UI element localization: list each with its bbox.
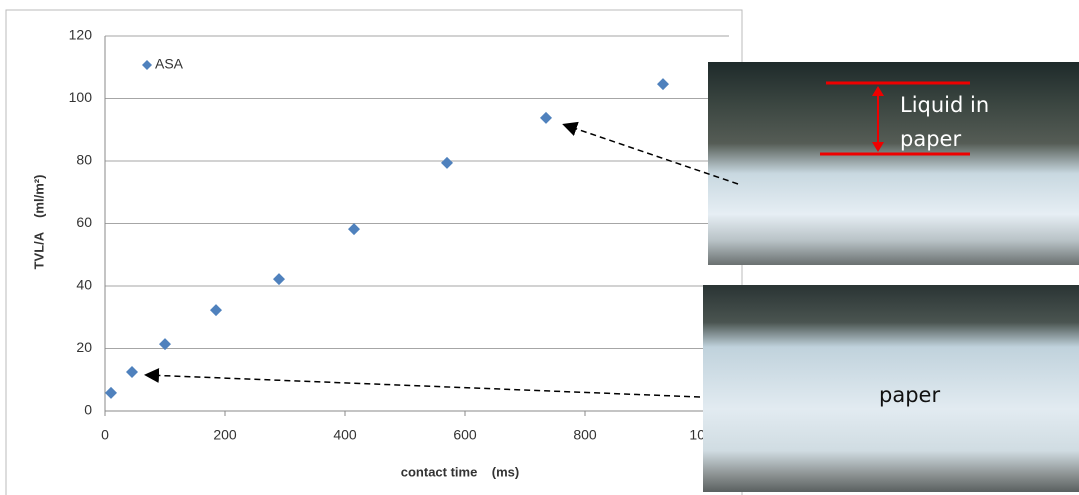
data-point (348, 223, 360, 236)
x-tick-label: 400 (333, 427, 357, 443)
data-point (657, 78, 669, 91)
photo-wet: Liquid in paper (708, 62, 1079, 265)
chart-frame (5, 9, 743, 495)
data-point (273, 273, 285, 286)
y-tick-label: 20 (76, 339, 92, 355)
annotation: Liquid in paper (900, 93, 990, 151)
y-tick-label: 60 (76, 214, 92, 230)
y-tick-label: 40 (76, 277, 92, 293)
data-point (210, 304, 222, 317)
data-point (105, 386, 117, 399)
x-tick-label: 600 (453, 427, 477, 443)
y-axis-label: TVL/A (ml/m²) (31, 175, 46, 270)
x-tick-label: 0 (101, 427, 109, 443)
y-tick-label: 0 (84, 402, 92, 418)
data-point (441, 156, 453, 169)
data-point (126, 365, 138, 378)
y-tick-label: 100 (69, 89, 93, 105)
x-axis-label: contact time (ms) (401, 464, 519, 479)
legend-label: ASA (155, 56, 184, 72)
annotation: paper (879, 383, 941, 407)
y-tick-label: 120 (69, 27, 93, 43)
data-point (159, 338, 171, 351)
measure-arrow (820, 81, 970, 156)
y-tick-label: 80 (76, 152, 92, 168)
x-tick-label: 200 (213, 427, 237, 443)
x-tick-label: 800 (573, 427, 597, 443)
legend-marker (142, 60, 152, 70)
photo-dry: paper (703, 285, 1079, 492)
data-point (540, 111, 552, 124)
